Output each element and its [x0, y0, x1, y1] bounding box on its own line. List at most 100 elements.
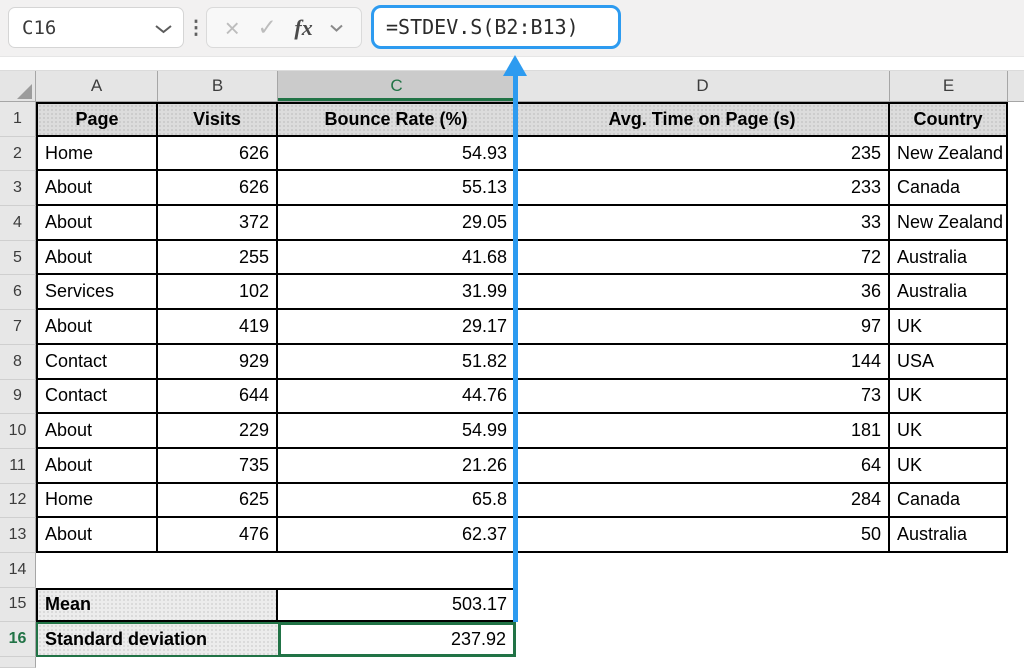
cell-E12[interactable]: Canada: [890, 483, 1008, 519]
column-header-C[interactable]: C: [278, 71, 516, 101]
cell-B1[interactable]: Visits: [158, 102, 278, 137]
cell-A9[interactable]: Contact: [36, 379, 158, 415]
column-header-B[interactable]: B: [158, 71, 278, 101]
row-header[interactable]: 12: [0, 483, 36, 519]
cell-D8[interactable]: 144: [516, 344, 890, 380]
cell-B5[interactable]: 255: [158, 240, 278, 276]
enter-icon[interactable]: ✓: [257, 14, 277, 40]
cell-A4[interactable]: About: [36, 206, 158, 241]
row-header[interactable]: 9: [0, 379, 36, 415]
cell-E11[interactable]: UK: [890, 448, 1008, 484]
cell-D1[interactable]: Avg. Time on Page (s): [516, 102, 890, 137]
name-box-dropdown-icon[interactable]: [155, 24, 172, 34]
row-header[interactable]: 1: [0, 102, 36, 137]
cell-D12[interactable]: 284: [516, 483, 890, 519]
cell-D3[interactable]: 233: [516, 171, 890, 207]
cell-E3[interactable]: Canada: [890, 171, 1008, 207]
row-header[interactable]: 4: [0, 206, 36, 241]
row-header[interactable]: 14: [0, 552, 36, 588]
cell-E10[interactable]: UK: [890, 414, 1008, 449]
cell-A3[interactable]: About: [36, 171, 158, 207]
cell-E4[interactable]: New Zealand: [890, 206, 1008, 241]
cell-A6[interactable]: Services: [36, 275, 158, 311]
cell-B11[interactable]: 735: [158, 448, 278, 484]
cell-D11[interactable]: 64: [516, 448, 890, 484]
cell-A16[interactable]: Standard deviation: [36, 622, 278, 657]
cell-D7[interactable]: 97: [516, 310, 890, 345]
row-header[interactable]: 6: [0, 275, 36, 311]
cell-C10[interactable]: 54.99: [278, 414, 516, 449]
row-header[interactable]: 8: [0, 344, 36, 380]
row-header[interactable]: 15: [0, 587, 36, 623]
row-header[interactable]: [0, 657, 36, 668]
cell-A8[interactable]: Contact: [36, 344, 158, 380]
cell-D2[interactable]: 235: [516, 136, 890, 172]
cell-C13[interactable]: 62.37: [278, 518, 516, 553]
cell-C9[interactable]: 44.76: [278, 379, 516, 415]
cell-B6[interactable]: 102: [158, 275, 278, 311]
formula-input[interactable]: =STDEV.S(B2:B13): [371, 5, 621, 49]
cell-B9[interactable]: 644: [158, 379, 278, 415]
cell-A15[interactable]: Mean: [36, 587, 278, 623]
row-header[interactable]: 7: [0, 310, 36, 345]
cell-D9[interactable]: 73: [516, 379, 890, 415]
cell-B3[interactable]: 626: [158, 171, 278, 207]
cell-C1[interactable]: Bounce Rate (%): [278, 102, 516, 137]
cell-B2[interactable]: 626: [158, 136, 278, 172]
cell-C16-selected[interactable]: 237.92: [278, 622, 516, 657]
cell-B12[interactable]: 625: [158, 483, 278, 519]
cell-E1[interactable]: Country: [890, 102, 1008, 137]
cell-A2[interactable]: Home: [36, 136, 158, 172]
cell-E9[interactable]: UK: [890, 379, 1008, 415]
cell-A10[interactable]: About: [36, 414, 158, 449]
cell-E2[interactable]: New Zealand: [890, 136, 1008, 172]
cell-C6[interactable]: 31.99: [278, 275, 516, 311]
cell-C12[interactable]: 65.8: [278, 483, 516, 519]
column-header-E[interactable]: E: [890, 71, 1008, 101]
cell-C11[interactable]: 21.26: [278, 448, 516, 484]
row-header[interactable]: 2: [0, 136, 36, 172]
cell-C4[interactable]: 29.05: [278, 206, 516, 241]
formula-bar-expand-icon[interactable]: [330, 24, 344, 32]
column-header-A[interactable]: A: [36, 71, 158, 101]
cell-E6[interactable]: Australia: [890, 275, 1008, 311]
cell-D4[interactable]: 33: [516, 206, 890, 241]
insert-function-icon[interactable]: fx: [294, 14, 313, 40]
row-header[interactable]: 16: [0, 622, 36, 657]
name-box[interactable]: C16: [8, 7, 184, 48]
cell-A12[interactable]: Home: [36, 483, 158, 519]
cell-B13[interactable]: 476: [158, 518, 278, 553]
cell-B7[interactable]: 419: [158, 310, 278, 345]
cell-A1[interactable]: Page: [36, 102, 158, 137]
select-all-corner[interactable]: [0, 71, 36, 101]
cell-C5[interactable]: 41.68: [278, 240, 516, 276]
cell-C3[interactable]: 55.13: [278, 171, 516, 207]
cell-A11[interactable]: About: [36, 448, 158, 484]
cell-A13[interactable]: About: [36, 518, 158, 553]
cell-E7[interactable]: UK: [890, 310, 1008, 345]
cell-A5[interactable]: About: [36, 240, 158, 276]
column-header-F-partial[interactable]: [1008, 71, 1024, 101]
cell-C8[interactable]: 51.82: [278, 344, 516, 380]
column-header-D[interactable]: D: [516, 71, 890, 101]
cell-B8[interactable]: 929: [158, 344, 278, 380]
cell-D10[interactable]: 181: [516, 414, 890, 449]
cell-B10[interactable]: 229: [158, 414, 278, 449]
cell-E8[interactable]: USA: [890, 344, 1008, 380]
cell-E5[interactable]: Australia: [890, 240, 1008, 276]
row-header[interactable]: 3: [0, 171, 36, 207]
row-header[interactable]: 13: [0, 518, 36, 553]
cell-C15[interactable]: 503.17: [278, 587, 516, 623]
cell-C2[interactable]: 54.93: [278, 136, 516, 172]
row-header[interactable]: 10: [0, 414, 36, 449]
cell-D5[interactable]: 72: [516, 240, 890, 276]
row-header[interactable]: 11: [0, 448, 36, 484]
cell-D6[interactable]: 36: [516, 275, 890, 311]
cell-C7[interactable]: 29.17: [278, 310, 516, 345]
cell-A7[interactable]: About: [36, 310, 158, 345]
row-header[interactable]: 5: [0, 240, 36, 276]
cell-B4[interactable]: 372: [158, 206, 278, 241]
cancel-icon[interactable]: ×: [224, 12, 240, 43]
cell-D13[interactable]: 50: [516, 518, 890, 553]
cell-E13[interactable]: Australia: [890, 518, 1008, 553]
